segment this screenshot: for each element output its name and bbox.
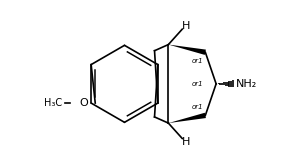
Text: or1: or1 (191, 104, 203, 110)
Text: H: H (182, 21, 190, 31)
Polygon shape (168, 44, 206, 55)
Text: or1: or1 (191, 81, 203, 87)
Text: or1: or1 (191, 58, 203, 64)
Text: NH₂: NH₂ (236, 79, 257, 89)
Polygon shape (168, 113, 206, 123)
Text: O: O (79, 98, 88, 108)
Text: H: H (182, 137, 190, 147)
Text: H₃C: H₃C (44, 98, 62, 108)
